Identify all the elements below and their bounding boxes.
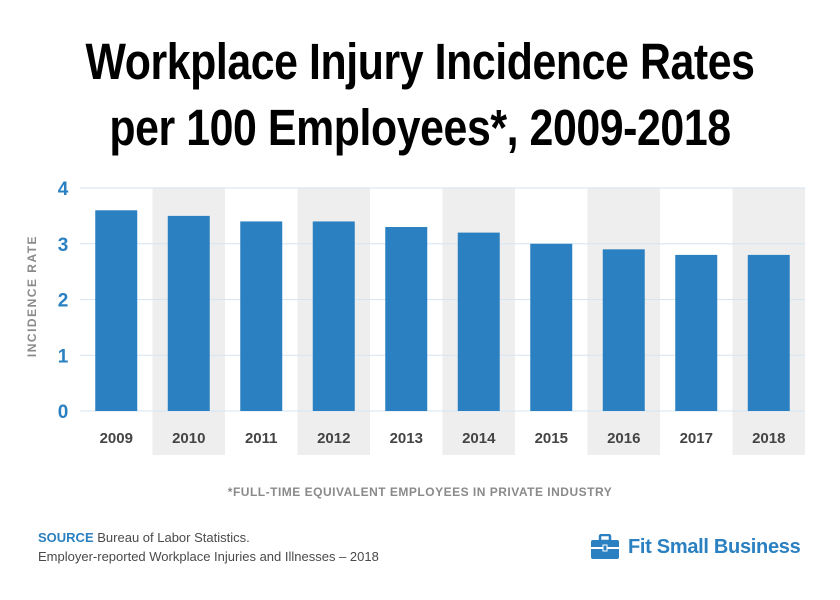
y-axis-label: INCIDENCE RATE	[25, 234, 39, 358]
x-tick-label: 2016	[607, 430, 640, 447]
brand-logo[interactable]: Fit Small Business	[590, 532, 801, 562]
bar	[747, 254, 790, 411]
bar	[602, 249, 645, 411]
bar	[95, 210, 138, 411]
x-tick-label: 2009	[100, 430, 133, 447]
bar	[240, 221, 283, 411]
brand-name: Fit Small Business	[628, 535, 801, 558]
bar-chart: 0 1 2 3 4 2009 2010 2011 2012 2013 2014 2015 2016 201…	[58, 179, 805, 455]
x-tick-label: 2013	[390, 430, 423, 447]
x-tick-label: 2012	[317, 430, 350, 447]
x-tick-label: 2014	[462, 430, 496, 447]
source-line-1: Bureau of Labor Statistics.	[97, 530, 250, 545]
x-tick-label: 2010	[172, 430, 205, 447]
bar	[530, 243, 573, 411]
bar	[312, 221, 355, 411]
x-tick-label: 2017	[680, 430, 713, 447]
chart-title-line-2: per 100 Employees*, 2009-2018	[109, 99, 731, 156]
y-tick-label: 4	[58, 179, 69, 200]
bar	[167, 215, 210, 411]
chart-title-line-1: Workplace Injury Incidence Rates	[85, 33, 755, 90]
bar	[457, 232, 500, 411]
y-tick-label: 2	[58, 291, 69, 312]
source-block: SOURCE Bureau of Labor Statistics. Emplo…	[38, 528, 379, 566]
footnote: *FULL-TIME EQUIVALENT EMPLOYEES IN PRIVA…	[227, 485, 613, 499]
source-line-2: Employer-reported Workplace Injuries and…	[38, 549, 379, 564]
x-tick-label: 2015	[535, 430, 568, 447]
y-tick-label: 0	[58, 402, 69, 423]
x-tick-label: 2018	[752, 430, 785, 447]
y-tick-label: 3	[58, 235, 69, 256]
briefcase-icon	[591, 534, 619, 559]
bar	[675, 254, 718, 411]
x-tick-label: 2011	[245, 430, 278, 447]
y-tick-label: 1	[58, 346, 69, 367]
bar	[385, 227, 428, 411]
source-label: SOURCE	[38, 530, 94, 545]
